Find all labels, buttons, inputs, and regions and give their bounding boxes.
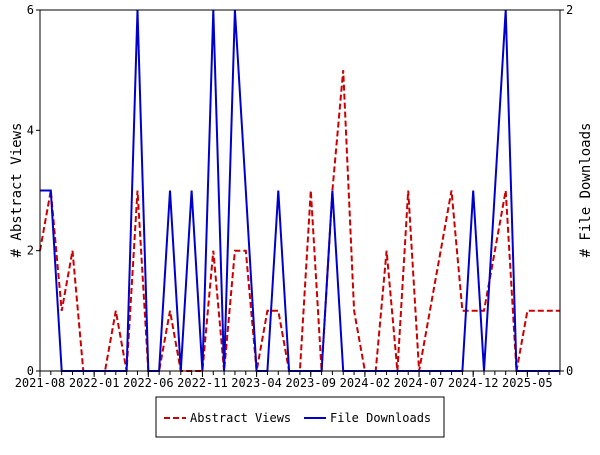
legend: Abstract Views File Downloads bbox=[156, 397, 444, 437]
y-tick-label: 4 bbox=[27, 123, 34, 137]
x-tick-label: 2021-08 bbox=[15, 376, 66, 390]
x-tick-label: 2024-12 bbox=[448, 376, 499, 390]
y-tick-label: 0 bbox=[27, 364, 34, 378]
y2-tick-label: 0 bbox=[566, 364, 573, 378]
y-axis-label-right: # File Downloads bbox=[578, 123, 594, 258]
x-tick-label: 2022-06 bbox=[123, 376, 174, 390]
legend-label-abstract-views: Abstract Views bbox=[190, 411, 291, 425]
x-tick-label: 2022-11 bbox=[177, 376, 228, 390]
y-tick-label: 2 bbox=[27, 244, 34, 258]
x-tick-label: 2024-02 bbox=[340, 376, 391, 390]
x-tick-label: 2023-09 bbox=[285, 376, 336, 390]
series-line-file-downloads bbox=[40, 10, 560, 371]
x-tick-label: 2025-05 bbox=[502, 376, 553, 390]
y-tick-label: 6 bbox=[27, 3, 34, 17]
y2-tick-label: 2 bbox=[566, 3, 573, 17]
x-tick-label: 2023-04 bbox=[231, 376, 282, 390]
x-tick-label: 2024-07 bbox=[394, 376, 445, 390]
legend-label-file-downloads: File Downloads bbox=[330, 411, 431, 425]
y-axis-label-left: # Abstract Views bbox=[9, 123, 25, 258]
x-tick-label: 2022-01 bbox=[69, 376, 120, 390]
plot-frame bbox=[40, 10, 560, 371]
